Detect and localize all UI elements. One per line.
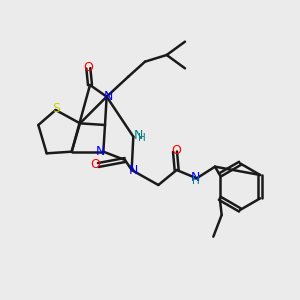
Text: S: S [52, 102, 60, 115]
Text: O: O [90, 158, 100, 172]
Text: O: O [83, 61, 93, 74]
Text: H: H [139, 133, 146, 143]
Text: H: H [192, 176, 200, 186]
Text: N: N [134, 129, 143, 142]
Text: N: N [103, 90, 113, 103]
Text: N: N [129, 164, 138, 176]
Text: N: N [96, 145, 106, 158]
Text: O: O [172, 144, 182, 157]
Text: N: N [191, 171, 200, 184]
